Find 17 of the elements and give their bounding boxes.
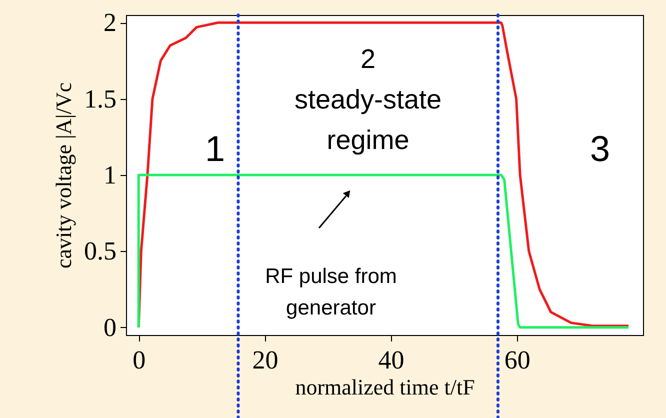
y-tick-label: 1: [104, 160, 116, 190]
x-axis-title: normalized time t/tF: [295, 374, 475, 400]
y-tick-label: 0: [104, 312, 116, 342]
y-tick-label: 2: [104, 8, 116, 38]
annotation: 1: [204, 128, 226, 169]
line-series: [137, 174, 630, 329]
x-tick-label: 0: [132, 346, 146, 374]
annotation: 2 steady-state regime: [294, 44, 442, 155]
annotation: RF pulse from generator: [265, 265, 397, 320]
line-series: [137, 21, 630, 329]
annotation: 3: [590, 128, 610, 169]
x-tick-label: 20: [252, 346, 278, 374]
x-tick-label: 40: [378, 346, 404, 374]
y-axis-title: cavity voltage |A|/Vc: [51, 82, 76, 268]
y-tick-label: 1.5: [84, 84, 116, 114]
y-tick-label: 0.5: [84, 236, 116, 266]
x-tick-label: 60: [504, 346, 530, 374]
